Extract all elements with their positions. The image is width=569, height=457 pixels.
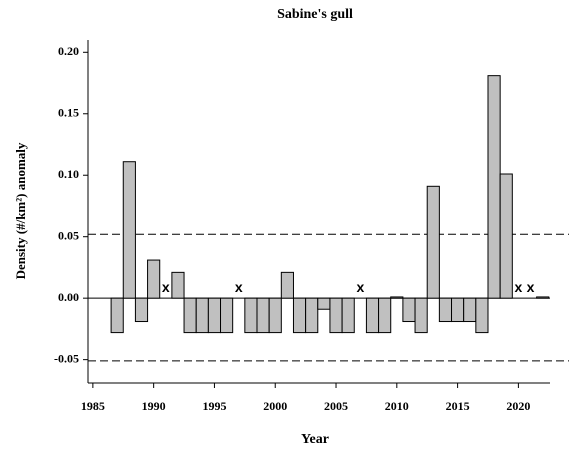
bar: [244, 297, 258, 334]
x-tick-label: 1995: [202, 399, 226, 413]
bar: [147, 259, 161, 299]
bar: [536, 296, 550, 299]
y-tick-label: 0.20: [58, 44, 79, 58]
bar: [378, 297, 392, 334]
x-tick-label: 1990: [142, 399, 166, 413]
bar: [451, 297, 465, 323]
y-tick-label: 0.00: [58, 290, 79, 304]
y-tick-label: 0.15: [58, 106, 79, 120]
bar: [390, 296, 404, 299]
x-axis-label: Year: [301, 432, 329, 447]
y-tick-label: -0.05: [54, 351, 79, 365]
missing-marker: x: [162, 279, 170, 295]
bar: [438, 297, 453, 323]
bar: [220, 297, 234, 334]
x-tick-label: 2010: [385, 399, 409, 413]
bar: [280, 271, 294, 299]
bar: [122, 161, 136, 299]
bar: [134, 297, 149, 323]
missing-marker: x: [356, 279, 364, 295]
bar: [305, 297, 319, 334]
y-tick-label: 0.10: [58, 167, 79, 181]
bar: [414, 297, 428, 334]
x-tick-label: 2020: [506, 399, 530, 413]
bar: [110, 297, 124, 334]
bar: [463, 297, 477, 323]
bar: [499, 173, 513, 299]
missing-marker: x: [235, 279, 243, 295]
bar: [195, 297, 209, 334]
chart-title: Sabine's gull: [277, 7, 353, 22]
bar: [329, 297, 343, 334]
bar: [487, 75, 501, 299]
bar: [183, 297, 197, 334]
missing-marker: x: [527, 279, 535, 295]
x-tick-label: 1985: [81, 399, 105, 413]
bar: [402, 297, 416, 323]
bar: [171, 271, 185, 299]
bar: [256, 297, 270, 334]
bar: [268, 297, 282, 334]
x-tick-label: 2005: [324, 399, 348, 413]
missing-marker: x: [514, 279, 522, 295]
bar: [475, 297, 489, 334]
bar: [365, 297, 380, 334]
x-tick-label: 2000: [263, 399, 287, 413]
bar: [317, 297, 331, 310]
bar: [426, 185, 440, 299]
bar: [207, 297, 222, 334]
y-tick-label: 0.05: [58, 228, 79, 242]
y-axis-label: Density (#/km²) anomaly: [13, 142, 28, 279]
bar: [341, 297, 355, 334]
bar: [292, 297, 307, 334]
x-tick-label: 2015: [446, 399, 470, 413]
